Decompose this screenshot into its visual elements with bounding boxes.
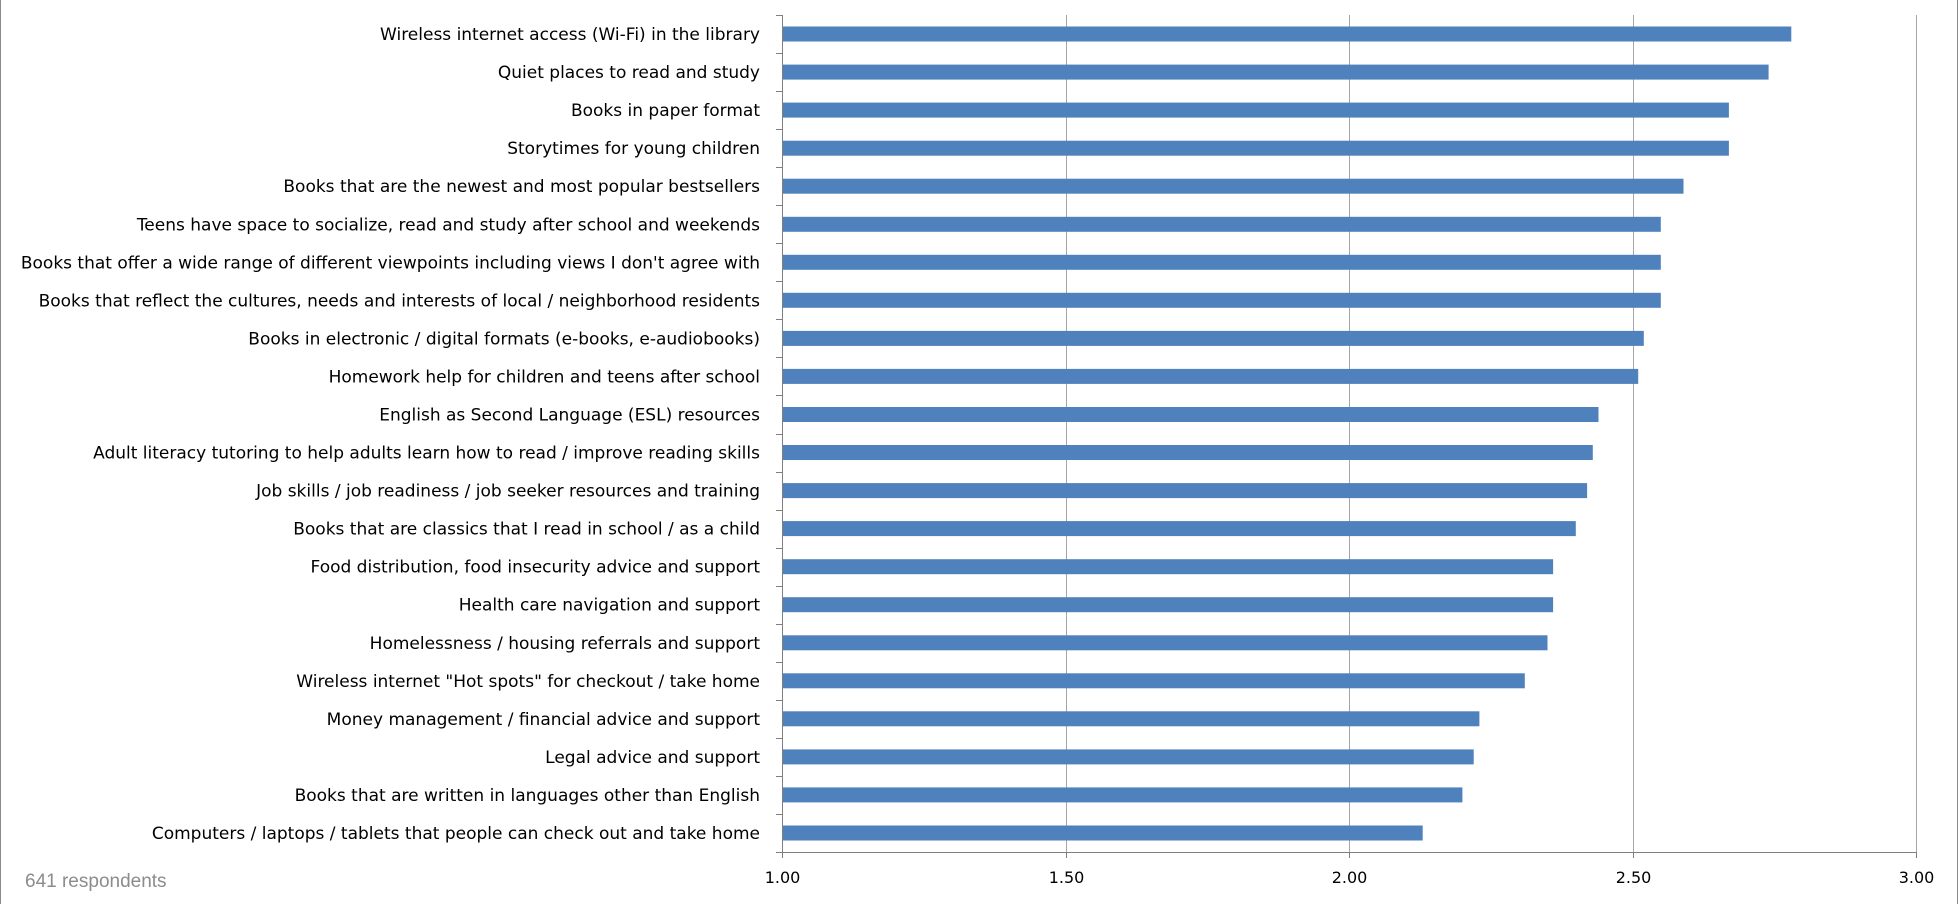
category-label: Books that are the newest and most popul… [283, 177, 760, 197]
category-label: Legal advice and support [545, 748, 760, 768]
x-tick-labels: 1.00 1.50 2.00 2.50 3.00 [765, 868, 1935, 887]
category-label: Wireless internet "Hot spots" for checko… [296, 672, 760, 692]
bar [782, 483, 1588, 499]
category-label: Food distribution, food insecurity advic… [311, 558, 761, 578]
bar [782, 330, 1644, 346]
category-label: Homelessness / housing referrals and sup… [370, 634, 761, 654]
respondents-footnote: 641 respondents [25, 871, 167, 892]
bars [782, 26, 1792, 841]
bar [782, 711, 1480, 727]
category-label: Books in electronic / digital formats (e… [248, 329, 760, 349]
x-tick-label: 1.50 [1049, 868, 1085, 887]
x-tick-label: 1.00 [765, 868, 801, 887]
bar [782, 749, 1474, 765]
category-label: English as Second Language (ESL) resourc… [379, 406, 760, 426]
bar [782, 521, 1576, 537]
category-label: Computers / laptops / tablets that peopl… [152, 824, 760, 844]
bar [782, 26, 1792, 42]
bar [782, 178, 1684, 194]
x-tick-label: 3.00 [1899, 868, 1935, 887]
x-tick-label: 2.50 [1616, 868, 1652, 887]
bar [782, 368, 1639, 384]
category-label: Wireless internet access (Wi-Fi) in the … [380, 25, 760, 45]
bar [782, 787, 1463, 803]
gridlines [1066, 15, 1917, 852]
bar [782, 64, 1769, 80]
bar [782, 216, 1661, 232]
bar [782, 292, 1661, 308]
bar [782, 407, 1599, 422]
category-label: Books that reflect the cultures, needs a… [39, 291, 761, 311]
category-label: Teens have space to socialize, read and … [136, 215, 760, 235]
bar [782, 673, 1525, 689]
category-label: Storytimes for young children [507, 139, 760, 159]
bar [782, 140, 1729, 156]
category-label: Job skills / job readiness / job seeker … [255, 482, 760, 502]
category-label: Quiet places to read and study [498, 63, 760, 83]
bar [782, 635, 1548, 651]
axes [776, 15, 1917, 858]
bar [782, 254, 1661, 270]
x-tick-label: 2.00 [1332, 868, 1368, 887]
bar [782, 597, 1554, 613]
category-label: Adult literacy tutoring to help adults l… [93, 444, 760, 464]
category-label: Books in paper format [571, 101, 760, 121]
category-label: Homework help for children and teens aft… [329, 367, 760, 387]
category-label: Books that offer a wide range of differe… [21, 253, 760, 273]
category-label: Money management / financial advice and … [327, 710, 761, 730]
category-label: Books that are written in languages othe… [295, 786, 760, 806]
bar [782, 559, 1554, 575]
bar [782, 825, 1423, 841]
category-label: Health care navigation and support [459, 596, 761, 616]
category-labels: Wireless internet access (Wi-Fi) in the … [21, 25, 760, 844]
bar [782, 102, 1729, 118]
bar [782, 445, 1593, 460]
category-label: Books that are classics that I read in s… [293, 520, 760, 540]
